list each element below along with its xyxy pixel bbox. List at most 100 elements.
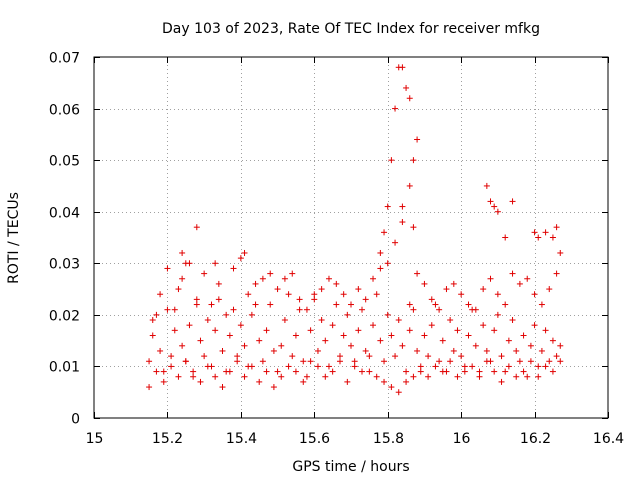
- data-point: [292, 332, 299, 339]
- data-point: [366, 353, 373, 360]
- data-point: [417, 363, 424, 370]
- data-point: [520, 332, 527, 339]
- data-point: [153, 368, 160, 375]
- data-point: [458, 353, 465, 360]
- data-point: [436, 358, 443, 365]
- data-point: [553, 224, 560, 231]
- x-tick-label: 16: [453, 431, 471, 447]
- data-point: [146, 384, 153, 391]
- data-point: [399, 219, 406, 226]
- data-point: [491, 327, 498, 334]
- data-point: [263, 368, 270, 375]
- x-tick-label: 15.6: [299, 431, 330, 447]
- data-point: [171, 327, 178, 334]
- data-point: [454, 327, 461, 334]
- data-point: [542, 363, 549, 370]
- data-point: [425, 373, 432, 380]
- data-point: [351, 363, 358, 370]
- data-point: [344, 378, 351, 385]
- data-point: [557, 358, 564, 365]
- y-tick-label: 0.01: [49, 360, 80, 376]
- data-point: [428, 322, 435, 329]
- data-point: [487, 275, 494, 282]
- data-point: [314, 347, 321, 354]
- data-point: [164, 306, 171, 313]
- data-point: [414, 347, 421, 354]
- data-point: [399, 342, 406, 349]
- data-point: [472, 306, 479, 313]
- data-point: [325, 275, 332, 282]
- data-point: [421, 280, 428, 287]
- data-point: [557, 249, 564, 256]
- data-point: [168, 353, 175, 360]
- data-point: [146, 358, 153, 365]
- data-point: [498, 353, 505, 360]
- data-point: [480, 286, 487, 293]
- data-point: [197, 378, 204, 385]
- data-point: [226, 368, 233, 375]
- data-point: [531, 322, 538, 329]
- data-point: [303, 306, 310, 313]
- data-point: [458, 291, 465, 298]
- x-axis-label: GPS time / hours: [292, 459, 409, 475]
- data-point: [314, 363, 321, 370]
- data-point: [406, 327, 413, 334]
- data-point: [171, 306, 178, 313]
- data-point: [179, 249, 186, 256]
- data-point: [263, 327, 270, 334]
- data-point: [296, 306, 303, 313]
- data-point: [450, 347, 457, 354]
- y-tick-label: 0.05: [49, 154, 80, 170]
- data-point: [303, 373, 310, 380]
- data-point: [509, 317, 516, 324]
- data-point: [248, 363, 255, 370]
- data-point: [557, 342, 564, 349]
- data-point: [355, 286, 362, 293]
- data-point: [160, 368, 167, 375]
- data-point: [553, 353, 560, 360]
- data-point: [377, 337, 384, 344]
- data-point: [193, 296, 200, 303]
- data-point: [553, 270, 560, 277]
- data-point: [190, 373, 197, 380]
- data-point: [234, 353, 241, 360]
- data-point: [384, 311, 391, 318]
- data-point: [377, 265, 384, 272]
- data-point: [362, 347, 369, 354]
- data-point: [296, 296, 303, 303]
- data-point: [179, 275, 186, 282]
- data-point: [292, 368, 299, 375]
- x-tick-label: 16.4: [593, 431, 624, 447]
- data-point: [325, 363, 332, 370]
- data-point: [300, 378, 307, 385]
- data-point: [403, 84, 410, 91]
- data-point: [472, 342, 479, 349]
- data-point: [311, 296, 318, 303]
- y-tick-label: 0.04: [49, 206, 80, 222]
- data-point: [267, 270, 274, 277]
- data-point: [237, 322, 244, 329]
- axis-ticks: [94, 57, 609, 419]
- data-point: [157, 347, 164, 354]
- data-point: [414, 136, 421, 143]
- data-point: [502, 234, 509, 241]
- data-point: [300, 358, 307, 365]
- data-point: [439, 337, 446, 344]
- data-point: [388, 332, 395, 339]
- x-tick-label: 15.2: [152, 431, 183, 447]
- data-point: [535, 234, 542, 241]
- data-point: [241, 373, 248, 380]
- data-point: [164, 265, 171, 272]
- data-point: [359, 368, 366, 375]
- data-points: [146, 64, 564, 396]
- data-point: [524, 373, 531, 380]
- data-point: [399, 203, 406, 210]
- data-point: [241, 249, 248, 256]
- data-point: [175, 373, 182, 380]
- data-point: [149, 332, 156, 339]
- data-point: [494, 208, 501, 215]
- data-point: [318, 317, 325, 324]
- data-point: [531, 229, 538, 236]
- data-point: [403, 368, 410, 375]
